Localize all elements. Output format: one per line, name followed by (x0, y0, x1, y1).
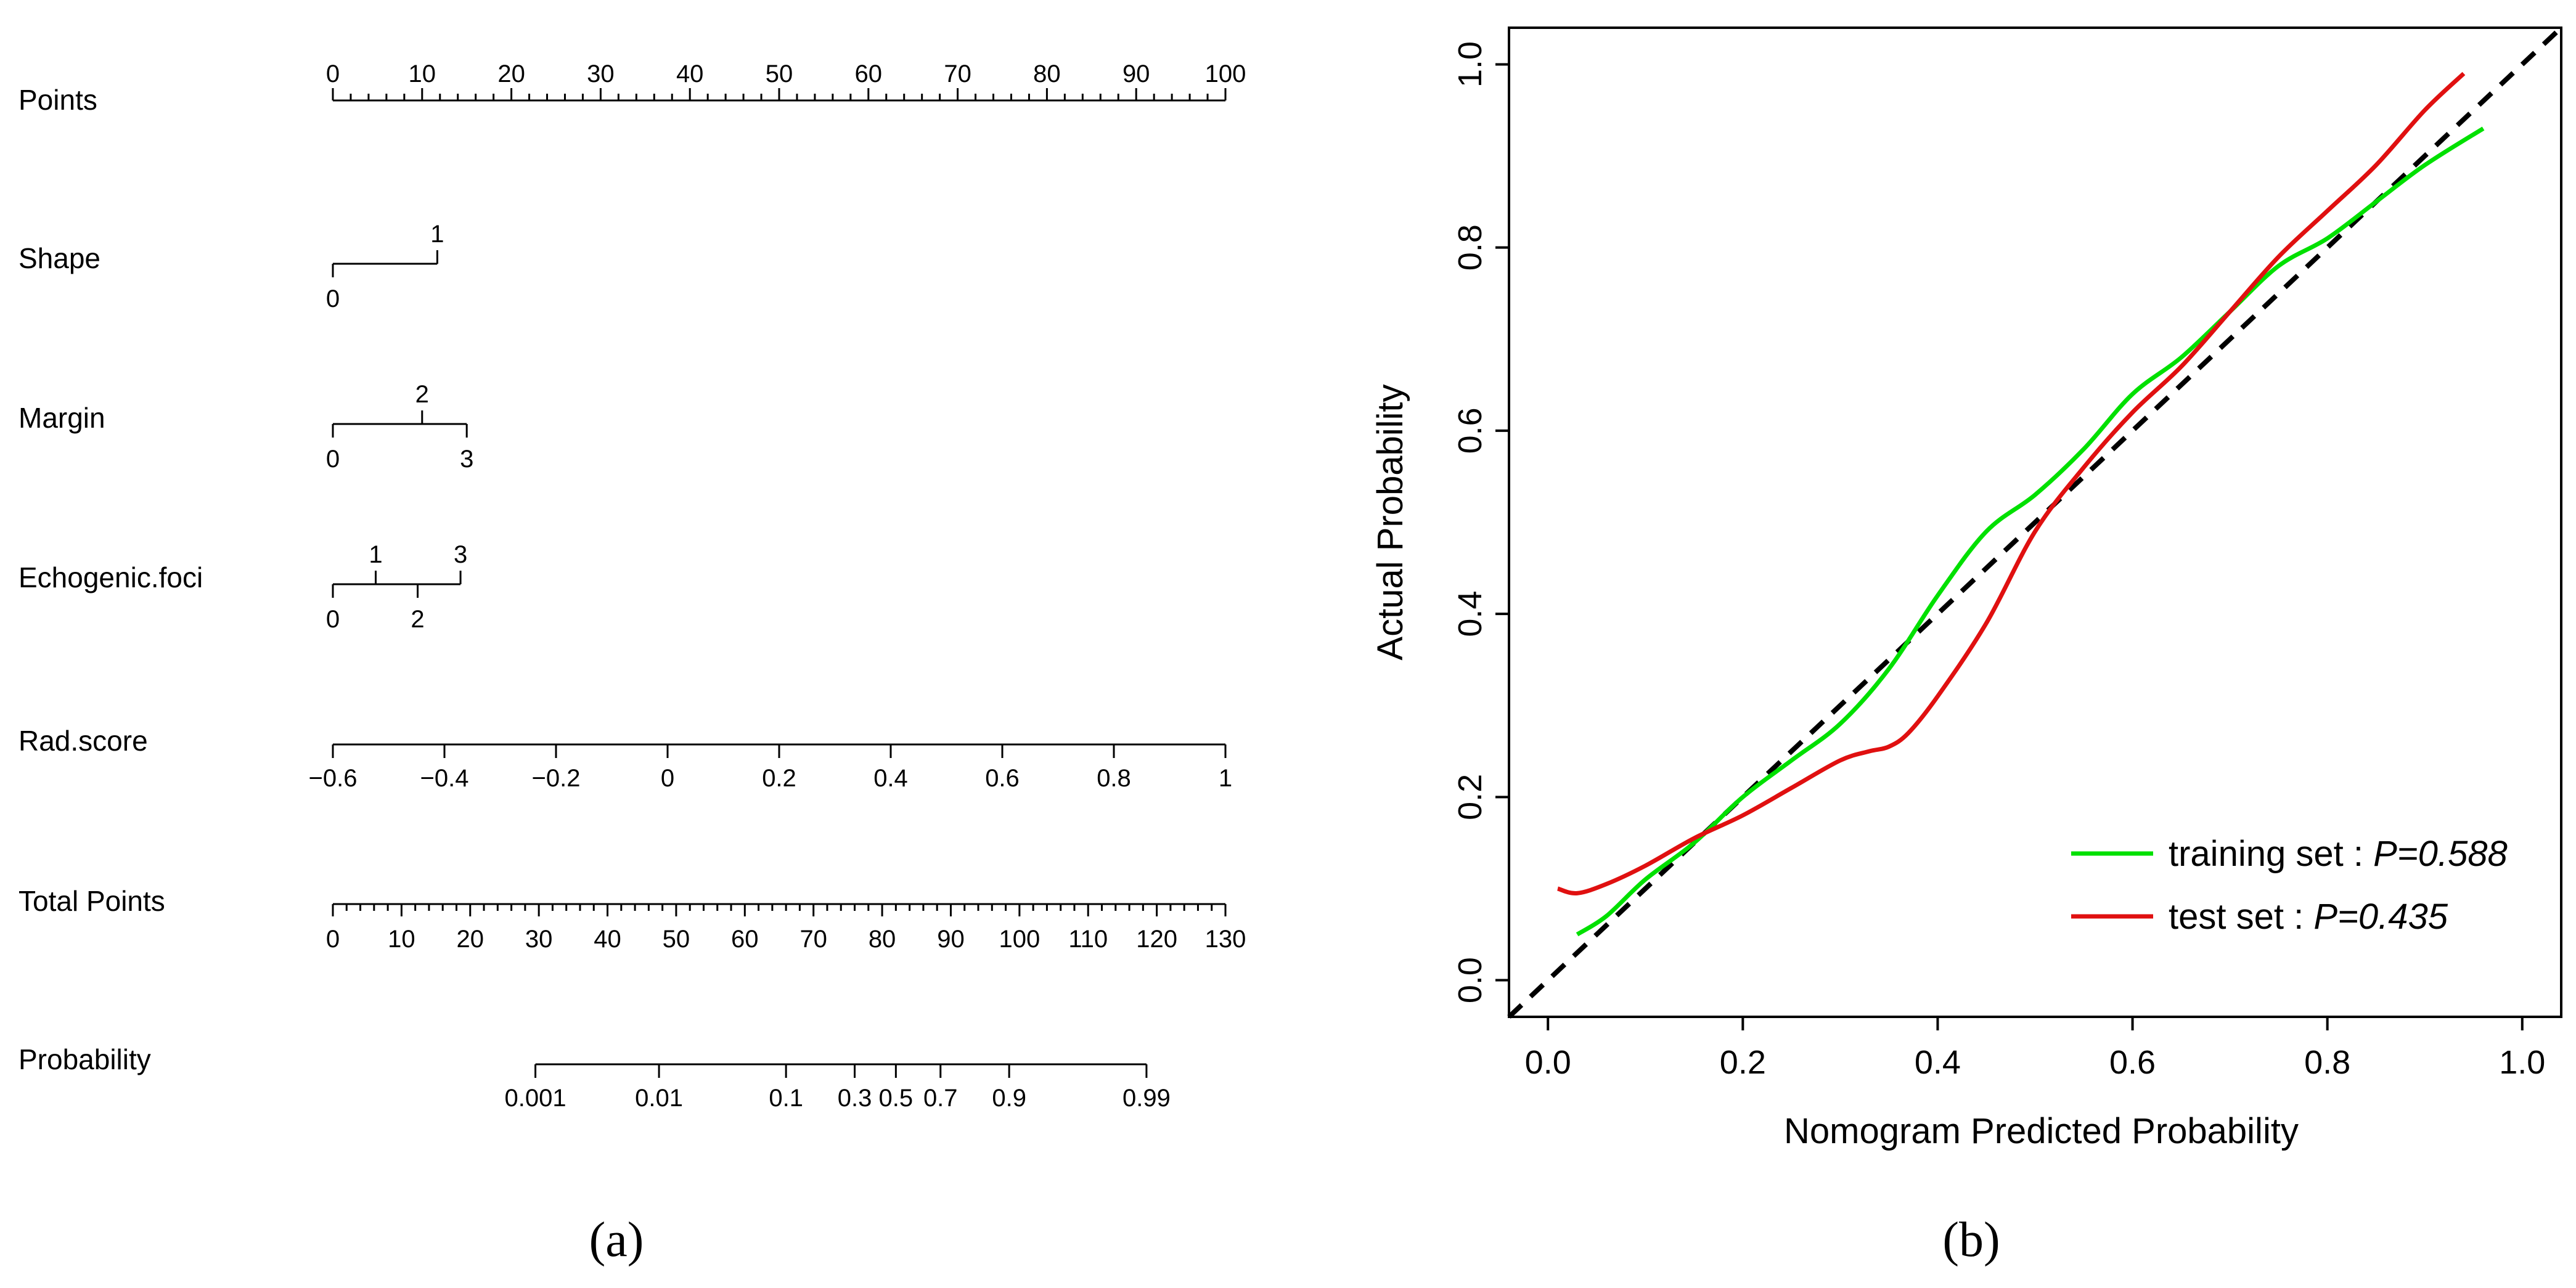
y-tick-label: 0.6 (1452, 407, 1489, 454)
total-points-tick-label: 10 (388, 926, 415, 953)
points-tick-label: 100 (1205, 60, 1246, 88)
row-label-points: Points (18, 84, 97, 116)
total-points-tick-label: 80 (869, 926, 896, 953)
caption-a: (a) (589, 1213, 644, 1267)
probability-tick-label: 0.9 (992, 1085, 1026, 1112)
y-tick-label: 0.0 (1452, 957, 1489, 1003)
points-tick-label: 80 (1033, 60, 1061, 88)
echogenic-foci-tick-label: 2 (411, 606, 424, 633)
rad-score-tick-label: −0.4 (420, 765, 469, 792)
probability-tick-label: 0.99 (1122, 1085, 1171, 1112)
probability-tick-label: 0.01 (635, 1085, 683, 1112)
total-points-tick-label: 70 (799, 926, 827, 953)
rad-score-tick-label: 0 (661, 765, 674, 792)
row-label-shape: Shape (18, 242, 100, 274)
rad-score-tick-label: 0.8 (1097, 765, 1131, 792)
points-tick-label: 70 (944, 60, 971, 88)
rad-score-tick-label: −0.2 (532, 765, 581, 792)
x-tick-label: 0.8 (2304, 1044, 2350, 1081)
series-line-test-set (1557, 71, 2466, 895)
total-points-tick-label: 110 (1068, 926, 1108, 953)
probability-tick-label: 0.3 (838, 1085, 872, 1112)
total-points-tick-label: 20 (457, 926, 485, 953)
points-tick-label: 30 (587, 60, 615, 88)
row-label-probability: Probability (18, 1043, 151, 1075)
points-tick-label: 60 (855, 60, 883, 88)
row-label-echogenic-foci: Echogenic.foci (18, 561, 203, 593)
total-points-tick-label: 40 (594, 926, 621, 953)
total-points-tick-label: 50 (663, 926, 690, 953)
caption-b: (b) (1942, 1213, 2000, 1267)
legend-series-name: test set : (2169, 897, 2313, 937)
shape-tick-label: 1 (430, 221, 444, 248)
echogenic-foci-tick-label: 0 (326, 606, 340, 633)
probability-tick-label: 0.1 (769, 1085, 803, 1112)
row-label-rad-score: Rad.score (18, 725, 148, 757)
margin-tick-label: 2 (415, 381, 429, 408)
y-tick-label: 0.4 (1452, 591, 1489, 637)
x-tick-label: 0.0 (1525, 1044, 1571, 1081)
total-points-tick-label: 90 (937, 926, 965, 953)
rad-score-tick-label: 1 (1219, 765, 1232, 792)
legend-label-training-set: training set : P=0.588 (2169, 834, 2508, 874)
margin-tick-label: 0 (326, 446, 340, 473)
points-tick-label: 40 (676, 60, 704, 88)
row-label-margin: Margin (18, 402, 105, 434)
points-tick-label: 20 (497, 60, 525, 88)
x-tick-label: 0.4 (1915, 1044, 1961, 1081)
row-label-total-points: Total Points (18, 885, 165, 917)
total-points-tick-label: 60 (731, 926, 759, 953)
y-tick-label: 1.0 (1452, 41, 1489, 88)
legend-p-value: P=0.435 (2313, 897, 2448, 937)
y-axis-title: Actual Probability (1370, 384, 1410, 660)
y-tick-label: 0.8 (1452, 224, 1489, 271)
rad-score-tick-label: −0.6 (309, 765, 358, 792)
total-points-tick-label: 120 (1136, 926, 1177, 953)
x-axis-title: Nomogram Predicted Probability (1784, 1111, 2299, 1151)
echogenic-foci-tick-label: 1 (369, 541, 382, 568)
points-tick-label: 0 (326, 60, 340, 88)
legend-series-name: training set : (2169, 834, 2373, 874)
shape-tick-label: 0 (326, 285, 340, 312)
calibration-panel: 0.0 0.2 0.4 0.6 0.8 1.0 0.0 0.2 0.4 0.6 0.8 1.0 Nomo… (1370, 26, 2563, 1151)
legend-label-test-set: test set : P=0.435 (2169, 897, 2448, 937)
total-points-tick-label: 130 (1205, 926, 1246, 953)
x-tick-label: 0.6 (2109, 1044, 2156, 1081)
legend-p-value: P=0.588 (2373, 834, 2508, 874)
points-tick-label: 10 (409, 60, 436, 88)
total-points-tick-label: 100 (999, 926, 1040, 953)
probability-tick-label: 0.5 (879, 1085, 914, 1112)
y-tick-label: 0.2 (1452, 774, 1489, 820)
probability-tick-label: 0.7 (923, 1085, 958, 1112)
rad-score-tick-label: 0.6 (985, 765, 1020, 792)
points-tick-label: 50 (766, 60, 793, 88)
x-tick-label: 0.2 (1720, 1044, 1766, 1081)
rad-score-tick-label: 0.2 (762, 765, 796, 792)
total-points-tick-label: 30 (525, 926, 553, 953)
echogenic-foci-tick-label: 3 (454, 541, 467, 568)
x-tick-label: 1.0 (2499, 1044, 2545, 1081)
plot-frame (1508, 26, 2562, 1018)
total-points-tick-label: 0 (326, 926, 340, 953)
probability-tick-label: 0.001 (505, 1085, 566, 1112)
points-tick-label: 90 (1122, 60, 1150, 88)
margin-tick-label: 3 (460, 446, 473, 473)
series-line-training-set (1576, 126, 2485, 937)
rad-score-tick-label: 0.4 (873, 765, 908, 792)
